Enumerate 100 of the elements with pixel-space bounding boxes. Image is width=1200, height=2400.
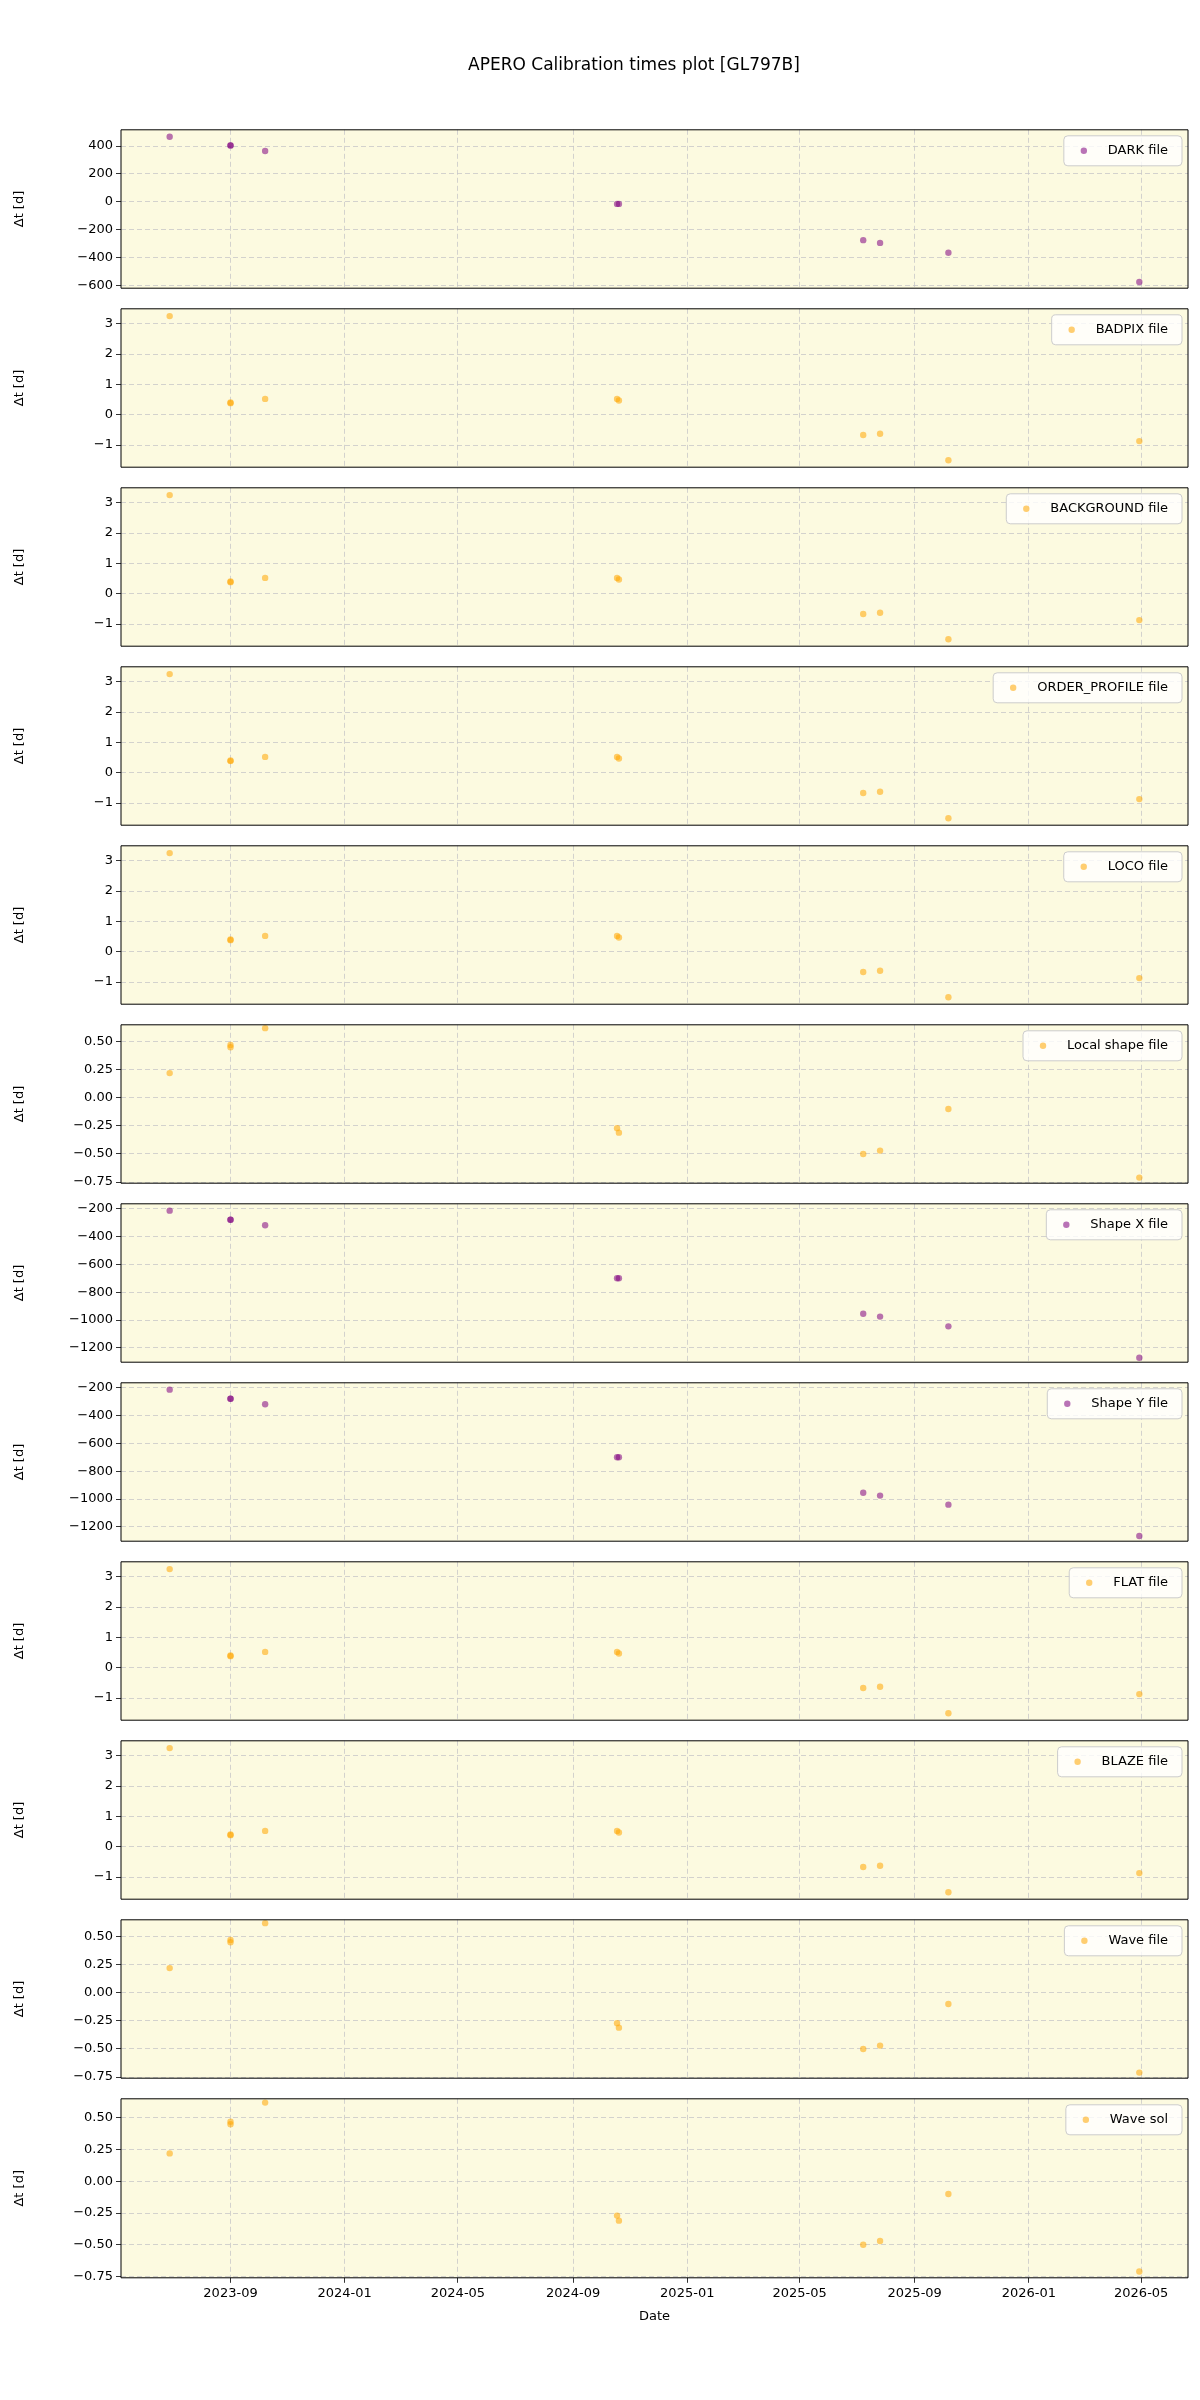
- y-tick-label: 3: [104, 1747, 113, 1763]
- y-axis-title: Δt [d]: [11, 548, 27, 586]
- point: [876, 239, 884, 247]
- y-tick-label: −0.75: [73, 1173, 113, 1189]
- y-tick-label: 3: [104, 673, 113, 689]
- point: [860, 968, 867, 976]
- y-axis-title: Δt [d]: [11, 369, 27, 407]
- point: [166, 2150, 173, 2157]
- point: [945, 249, 952, 256]
- point: [860, 789, 867, 797]
- point: [860, 610, 867, 618]
- y-axis-title: Δt [d]: [11, 1980, 27, 2018]
- y-tick-label: 1: [104, 1628, 113, 1644]
- legend-label: Local shape file: [1067, 1037, 1169, 1053]
- point: [166, 1069, 173, 1077]
- y-tick-label: 3: [104, 852, 113, 868]
- point: [860, 2045, 867, 2053]
- y-tick-label: 0: [104, 1838, 113, 1854]
- point: [945, 2190, 952, 2198]
- point: [1136, 1690, 1143, 1698]
- point: [945, 1710, 952, 1717]
- point: [876, 1683, 884, 1691]
- point: [860, 236, 867, 244]
- point: [876, 1492, 884, 1499]
- point: [945, 457, 952, 464]
- y-tick-label: 1: [104, 554, 113, 570]
- point: [860, 1684, 867, 1692]
- y-axis-title: Δt [d]: [11, 190, 27, 228]
- y-tick-label: −0.25: [73, 2012, 113, 2028]
- y-tick-label: 0.50: [84, 1033, 113, 1049]
- y-tick-label: −0.75: [73, 2068, 113, 2084]
- y-tick-label: −600: [77, 1255, 113, 1271]
- point: [261, 1648, 269, 1656]
- legend-label: BADPIX file: [1095, 321, 1169, 337]
- point: [1136, 616, 1143, 624]
- x-tick-label: 2024-05: [430, 2284, 486, 2300]
- point: [261, 1919, 269, 1927]
- legend-label: Shape X file: [1090, 1216, 1169, 1232]
- point: [1136, 2069, 1143, 2076]
- legend-label: LOCO file: [1107, 858, 1169, 874]
- point: [1136, 1174, 1143, 1181]
- y-tick-label: 2: [104, 524, 113, 540]
- point: [166, 1386, 173, 1393]
- y-tick-label: 1: [104, 1807, 113, 1823]
- point: [876, 1313, 884, 1320]
- y-tick-label: 2: [104, 1777, 113, 1793]
- y-tick-label: −800: [77, 1462, 113, 1478]
- y-tick-label: −1000: [69, 1311, 113, 1327]
- point: [261, 1827, 269, 1835]
- y-tick-label: 0.00: [84, 1984, 113, 2000]
- y-tick-label: −200: [77, 1199, 113, 1215]
- y-tick-label: −0.50: [73, 1145, 113, 1161]
- y-tick-label: 0: [104, 406, 113, 422]
- y-tick-label: 0.25: [84, 1061, 113, 1077]
- x-tick-label: 2026-01: [1001, 2284, 1057, 2300]
- point: [860, 2241, 867, 2248]
- point: [876, 430, 884, 438]
- y-tick-label: 2: [104, 703, 113, 719]
- x-tick-label: 2024-09: [545, 2284, 601, 2300]
- point: [615, 2217, 623, 2224]
- y-tick-label: 0.25: [84, 2140, 113, 2156]
- y-tick-label: −1: [93, 615, 113, 631]
- y-axis-title: Δt [d]: [11, 727, 27, 765]
- y-tick-label: −0.25: [73, 1117, 113, 1133]
- point: [261, 2099, 269, 2106]
- point: [261, 1024, 269, 1032]
- point: [945, 1105, 952, 1113]
- y-tick-label: 0.00: [84, 2172, 113, 2188]
- y-tick-label: −600: [77, 1434, 113, 1450]
- x-axis-title: Date: [638, 2307, 671, 2323]
- x-tick-label: 2026-05: [1114, 2284, 1169, 2300]
- point: [860, 431, 867, 439]
- y-tick-label: −1: [93, 973, 113, 989]
- x-tick-label: 2025-01: [660, 2284, 715, 2300]
- y-tick-label: 0.50: [84, 2109, 113, 2125]
- y-tick-label: 3: [104, 1568, 113, 1584]
- point: [166, 849, 173, 857]
- point: [261, 1222, 269, 1229]
- point: [166, 133, 173, 140]
- y-axis-title: Δt [d]: [11, 1622, 27, 1660]
- point: [261, 574, 269, 582]
- y-tick-label: −0.50: [73, 2040, 113, 2056]
- point: [876, 2237, 884, 2245]
- y-tick-label: 0: [104, 764, 113, 780]
- point: [1136, 2268, 1143, 2275]
- x-tick-label: 2025-05: [772, 2284, 827, 2300]
- y-tick-label: 2: [104, 882, 113, 898]
- point: [945, 636, 952, 643]
- point: [876, 609, 884, 617]
- y-tick-label: 2: [104, 345, 113, 361]
- point: [615, 2024, 623, 2031]
- y-tick-label: −0.50: [73, 2236, 113, 2252]
- y-tick-label: 2: [104, 1598, 113, 1614]
- y-tick-label: 0: [104, 1659, 113, 1675]
- y-tick-label: 3: [104, 315, 113, 331]
- legend-label: Shape Y file: [1091, 1395, 1169, 1411]
- point: [860, 1489, 867, 1497]
- legend-label: BLAZE file: [1101, 1753, 1168, 1769]
- y-tick-label: −800: [77, 1283, 113, 1299]
- legend-label: DARK file: [1107, 142, 1169, 158]
